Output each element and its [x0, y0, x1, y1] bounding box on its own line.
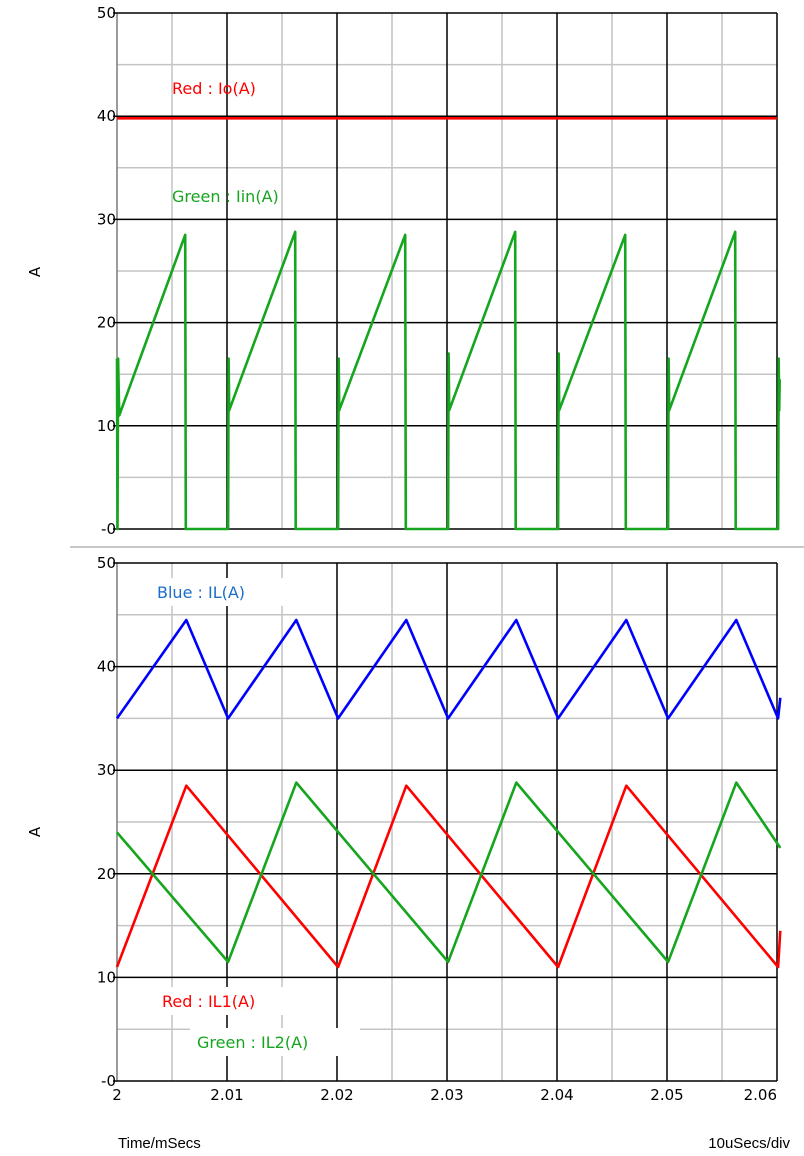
- y-tick-label: 20: [97, 865, 116, 883]
- y-tick-label: 50: [97, 4, 116, 22]
- y-tick-label: -0: [101, 520, 116, 538]
- lower-legend-il: Blue : IL(A): [157, 583, 245, 602]
- x-axis-title: Time/mSecs: [118, 1135, 201, 1152]
- series-il-a-line: [115, 618, 782, 720]
- lower-panel: -0 10 20 30 40 50 2 2.01 2.02 2.03 2.04 2.05 2.06 A…: [26, 554, 782, 1104]
- x-tick-label: 2: [112, 1086, 122, 1104]
- upper-y-axis-label: A: [26, 266, 44, 277]
- x-tick-label: 2.05: [650, 1086, 683, 1104]
- y-tick-label: 30: [97, 210, 116, 228]
- lower-legend-il1: Red : IL1(A): [162, 992, 255, 1011]
- series-il1-a-line: [115, 784, 782, 969]
- y-tick-label: 50: [97, 554, 116, 572]
- y-tick-label: 40: [97, 658, 116, 676]
- upper-legend-io: Red : Io(A): [172, 79, 256, 98]
- x-tick-label: 2.03: [430, 1086, 463, 1104]
- upper-panel: -0 10 20 30 40 50 A Red : Io(A) Green : Iin(A…: [26, 4, 781, 538]
- y-tick-label: 30: [97, 761, 116, 779]
- lower-y-axis-label: A: [26, 826, 44, 837]
- series-il2-a-line: [116, 781, 782, 964]
- x-tick-label: 2.01: [210, 1086, 243, 1104]
- series-iin-a-line: [115, 230, 781, 531]
- upper-legend-iin: Green : Iin(A): [172, 187, 279, 206]
- x-tick-label: 2.06: [744, 1086, 777, 1104]
- x-tick-label: 2.02: [320, 1086, 353, 1104]
- y-tick-label: 20: [97, 314, 116, 332]
- y-tick-label: 10: [97, 968, 116, 986]
- y-tick-label: 10: [97, 417, 116, 435]
- x-tick-label: 2.04: [540, 1086, 573, 1104]
- y-tick-label: -0: [101, 1072, 116, 1090]
- lower-legend-il2: Green : IL2(A): [197, 1033, 308, 1052]
- y-tick-label: 40: [97, 107, 116, 125]
- time-scale-label: 10uSecs/div: [708, 1135, 790, 1152]
